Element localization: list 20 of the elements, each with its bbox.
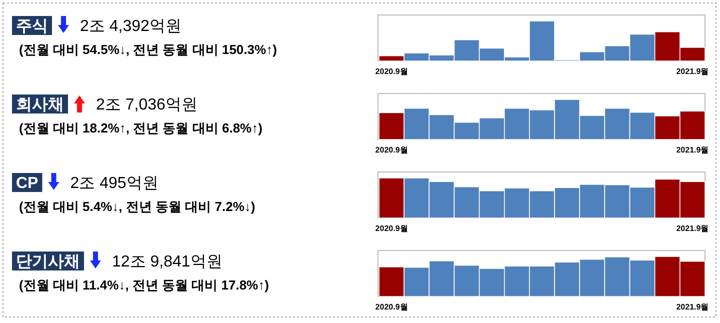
text: 2조 7,036억원 (96, 96, 198, 114)
text: 12조 9,841억원 (112, 254, 222, 270)
text: (전월 대비 18.2%↑, 전년 동월 대비 6.8%↑) (19, 120, 262, 136)
x-tick-label: 2021.9월 (676, 302, 709, 312)
text: 회사채 (16, 96, 64, 114)
text: (전월 대비 5.4%↓, 전년 동월 대비 7.2%↓) (19, 199, 256, 214)
x-tick-label: 2021.9월 (676, 224, 709, 233)
x-tick-label: 2021.9월 (676, 67, 709, 76)
x-tick-label: 2020.9월 (375, 67, 408, 76)
text: CP (16, 175, 39, 192)
text: 2조 495억원 (70, 175, 158, 192)
text: (전월 대비 54.5%↓, 전년 동월 대비 150.3%↑) (19, 42, 277, 57)
text: 주식 (16, 18, 48, 35)
x-tick-label: 2020.9월 (375, 302, 408, 312)
x-tick-label: 2020.9월 (375, 146, 408, 154)
x-tick-label: 2020.9월 (375, 224, 408, 233)
text: 단기사채 (16, 254, 80, 270)
text: 2조 4,392억원 (80, 18, 182, 35)
text: (전월 대비 11.4%↓, 전년 동월 대비 17.8%↑) (19, 278, 269, 292)
x-tick-label: 2021.9월 (676, 146, 709, 154)
